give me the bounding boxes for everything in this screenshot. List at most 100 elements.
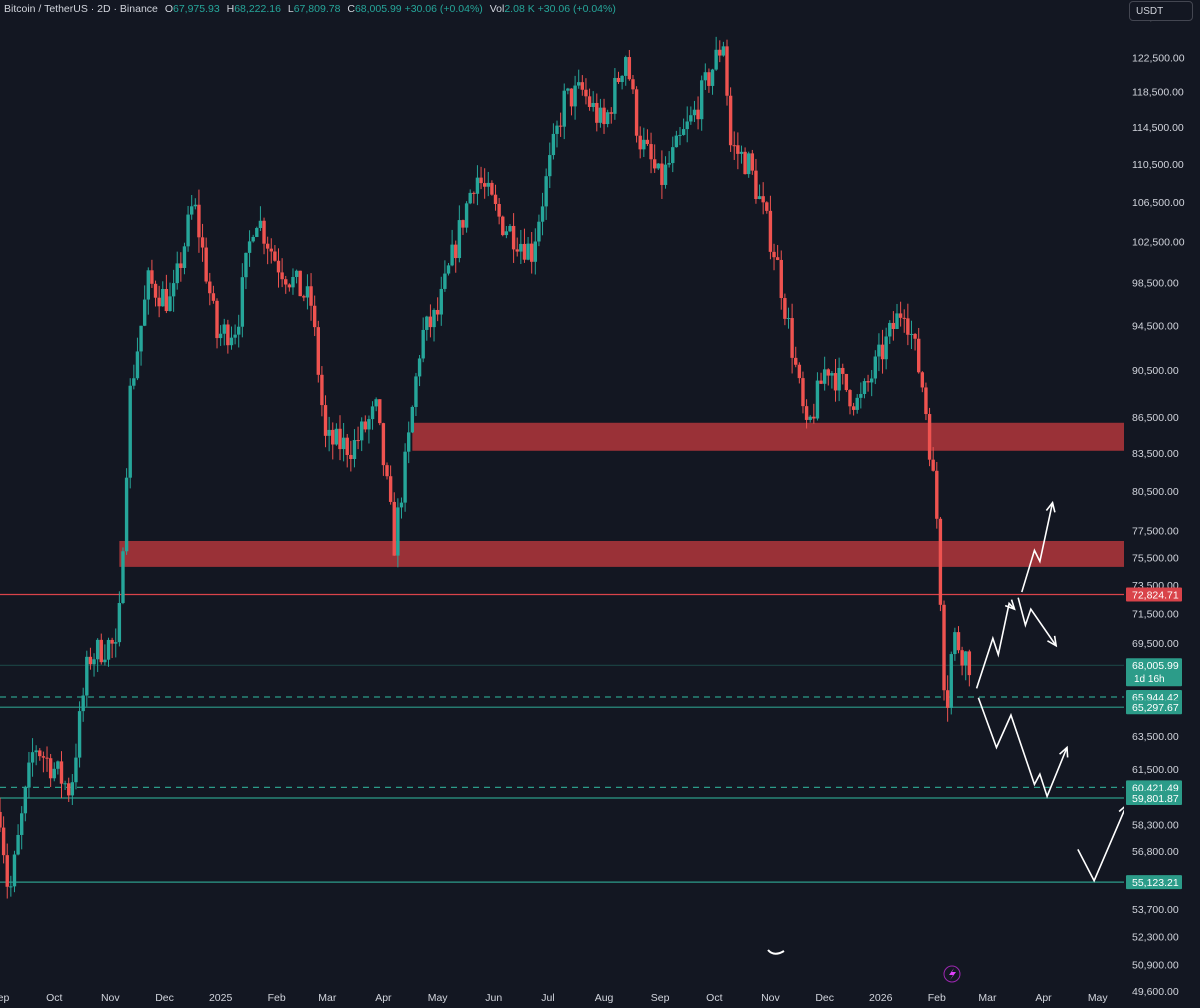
- candle: [750, 149, 755, 175]
- candle-body: [23, 787, 28, 814]
- candle-body: [551, 133, 556, 156]
- candle-body: [801, 378, 805, 407]
- candle: [291, 268, 295, 295]
- candle: [544, 168, 548, 220]
- candle: [381, 422, 386, 476]
- support-line-lower-tag[interactable]: 59,801.87: [1126, 791, 1182, 806]
- y-tick-label: 118,500.00: [1132, 87, 1184, 99]
- candle: [34, 745, 38, 766]
- candle-body: [229, 337, 234, 346]
- candle: [804, 399, 809, 429]
- candle: [334, 423, 339, 446]
- candle: [117, 591, 122, 647]
- candle-body: [103, 659, 107, 663]
- price-axis[interactable]: [1124, 0, 1200, 1008]
- candle-body: [779, 259, 783, 299]
- candle-body: [598, 107, 603, 123]
- candle-body: [511, 225, 516, 250]
- candle-body: [877, 344, 881, 357]
- candle-body: [222, 324, 226, 334]
- candle: [656, 162, 660, 171]
- candle-body: [718, 49, 722, 56]
- x-tick-label: Feb: [268, 992, 286, 1004]
- deep-bounce-projection[interactable]: [1077, 803, 1128, 883]
- candle: [790, 303, 794, 374]
- candle: [439, 276, 443, 326]
- candle-body: [616, 77, 621, 82]
- candle-body: [819, 380, 823, 384]
- candle: [237, 314, 241, 348]
- x-tick-label: Mar: [978, 992, 997, 1004]
- candle-body: [417, 358, 422, 377]
- candle: [935, 461, 939, 529]
- candle-body: [602, 107, 606, 125]
- candle-body: [175, 263, 179, 284]
- candle: [822, 356, 827, 391]
- support-line-upper-tag[interactable]: 65,297.67: [1126, 700, 1182, 715]
- y-tick-label: 122,500.00: [1132, 52, 1185, 64]
- candle-body: [9, 886, 13, 888]
- candle: [815, 372, 820, 421]
- candle: [435, 297, 440, 322]
- lightning-icon[interactable]: [943, 965, 961, 983]
- candle: [38, 748, 42, 761]
- candle-body: [16, 834, 20, 855]
- candle: [157, 285, 161, 318]
- bearish-projection[interactable]: [977, 697, 1069, 799]
- candle: [855, 394, 859, 414]
- candle-body: [124, 477, 129, 552]
- candle: [956, 626, 961, 654]
- candle-body: [826, 369, 830, 376]
- candle: [153, 280, 158, 307]
- bullish-projection[interactable]: [975, 599, 1016, 689]
- candle: [443, 260, 447, 292]
- bullish-continuation[interactable]: [1021, 500, 1056, 593]
- candle: [345, 433, 349, 468]
- candle: [808, 415, 812, 423]
- y-tick-label: 94,500.00: [1132, 320, 1179, 332]
- candle: [30, 738, 35, 777]
- candle: [164, 274, 169, 314]
- candle-body: [634, 89, 639, 136]
- countdown-label: 1d 16h: [1134, 674, 1165, 685]
- candle: [312, 295, 317, 337]
- y-tick-label: 77,500.00: [1132, 525, 1179, 537]
- candle: [540, 192, 545, 236]
- candle: [537, 214, 541, 247]
- candle-body: [110, 639, 114, 644]
- y-tick-label: 50,900.00: [1132, 959, 1179, 971]
- candle: [620, 75, 624, 90]
- bullish-projection-line: [975, 601, 1016, 689]
- current-price-line-tag[interactable]: 68,005.99 1d 16h: [1126, 658, 1182, 687]
- candle-body: [482, 183, 487, 187]
- resistance-zone-upper[interactable]: [412, 422, 1124, 451]
- candle: [370, 401, 375, 430]
- candle: [284, 275, 288, 294]
- candle-body: [388, 476, 393, 502]
- symbol-title[interactable]: Bitcoin / TetherUS · 2D · Binance: [4, 3, 158, 15]
- symbol-legend[interactable]: Bitcoin / TetherUS · 2D · Binance O67,97…: [4, 3, 616, 15]
- resistance-line-tag[interactable]: 72,824.71: [1126, 587, 1182, 602]
- candle: [634, 86, 639, 143]
- rejection-projection[interactable]: [1017, 597, 1058, 648]
- candle: [77, 701, 82, 768]
- x-tick-label: May: [428, 992, 449, 1004]
- candle: [363, 415, 368, 433]
- candle-body: [913, 333, 917, 339]
- candle-body: [953, 632, 957, 655]
- candle-body: [374, 399, 378, 407]
- candle-body: [77, 711, 82, 758]
- resistance-zone-lower[interactable]: [119, 540, 1124, 567]
- candle-body: [41, 756, 46, 758]
- support-line-deep-tag[interactable]: 55,123.21: [1126, 875, 1182, 890]
- candle-body: [663, 164, 668, 185]
- candle-body: [432, 309, 436, 328]
- candle: [493, 184, 498, 211]
- candle-body: [696, 109, 700, 120]
- currency-button[interactable]: USDT: [1129, 1, 1193, 21]
- candle: [48, 753, 53, 788]
- candle: [595, 93, 599, 132]
- candle: [316, 320, 320, 383]
